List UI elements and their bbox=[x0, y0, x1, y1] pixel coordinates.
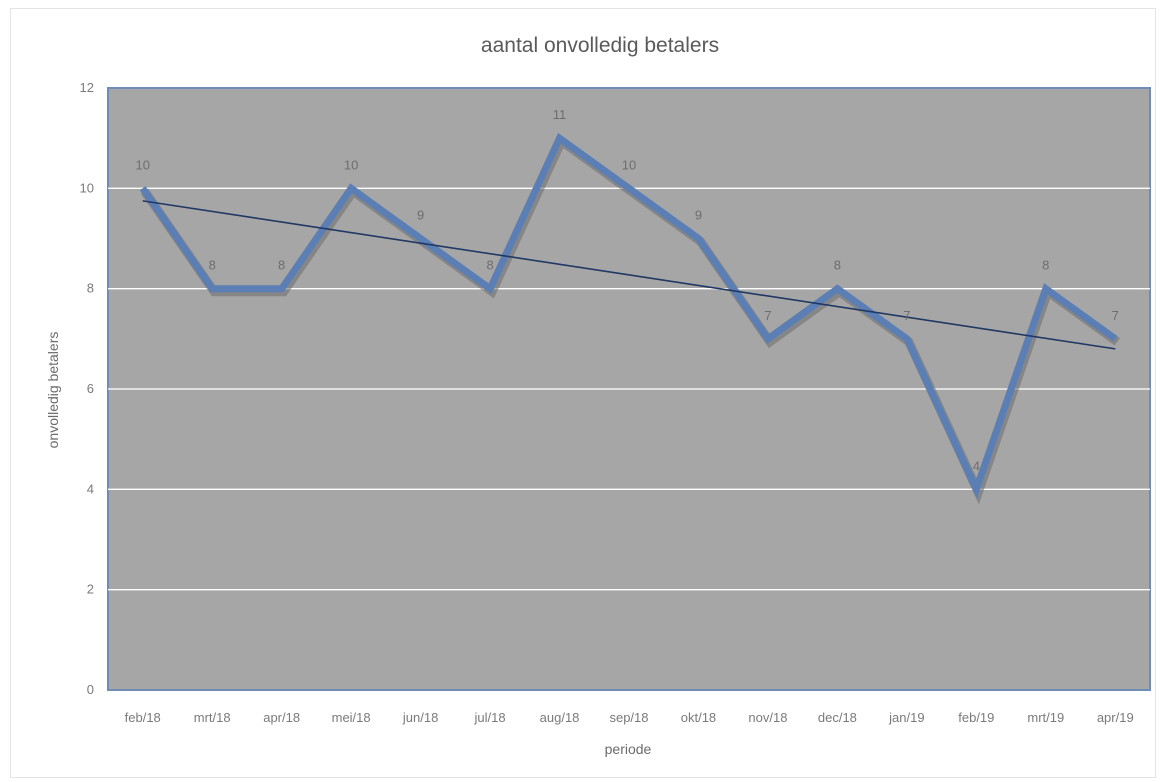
data-label: 7 bbox=[903, 308, 910, 323]
x-axis-title: periode bbox=[605, 741, 652, 757]
trendline bbox=[142, 200, 1116, 350]
data-label: 8 bbox=[1042, 258, 1049, 273]
x-tick-label: jul/18 bbox=[474, 710, 506, 725]
x-tick-label: dec/18 bbox=[818, 710, 857, 725]
data-label: 8 bbox=[278, 258, 285, 273]
data-label: 8 bbox=[486, 258, 493, 273]
x-tick-label: mrt/19 bbox=[1027, 710, 1064, 725]
y-tick-label: 4 bbox=[87, 481, 94, 496]
x-tick-label: apr/18 bbox=[263, 710, 300, 725]
x-tick-label: apr/19 bbox=[1097, 710, 1134, 725]
x-tick-label: sep/18 bbox=[609, 710, 648, 725]
data-label: 7 bbox=[1112, 308, 1119, 323]
x-tick-label: okt/18 bbox=[681, 710, 716, 725]
y-tick-label: 0 bbox=[87, 682, 94, 697]
data-label: 8 bbox=[209, 258, 216, 273]
data-label: 8 bbox=[834, 258, 841, 273]
data-label: 10 bbox=[135, 157, 149, 172]
data-label: 9 bbox=[695, 208, 702, 223]
y-tick-label: 8 bbox=[87, 281, 94, 296]
x-tick-label: mrt/18 bbox=[194, 710, 231, 725]
x-tick-label: nov/18 bbox=[748, 710, 787, 725]
chart-title: aantal onvolledig betalers bbox=[481, 34, 719, 57]
y-tick-label: 6 bbox=[87, 381, 94, 396]
data-label: 4 bbox=[973, 458, 980, 473]
data-label: 11 bbox=[553, 107, 567, 122]
y-tick-label: 12 bbox=[80, 80, 94, 95]
x-tick-label: mei/18 bbox=[332, 710, 371, 725]
x-tick-label: feb/18 bbox=[125, 710, 161, 725]
x-tick-label: aug/18 bbox=[540, 710, 580, 725]
data-label: 9 bbox=[417, 208, 424, 223]
y-tick-label: 10 bbox=[80, 180, 94, 195]
data-label: 10 bbox=[344, 157, 358, 172]
series-line bbox=[139, 132, 1118, 499]
y-tick-label: 2 bbox=[87, 582, 94, 597]
data-label: 7 bbox=[764, 308, 771, 323]
data-label: 10 bbox=[622, 157, 636, 172]
y-axis-title: onvolledig betalers bbox=[45, 332, 61, 449]
x-tick-label: jan/19 bbox=[888, 710, 924, 725]
x-tick-label: jun/18 bbox=[402, 710, 438, 725]
x-tick-label: feb/19 bbox=[958, 710, 994, 725]
